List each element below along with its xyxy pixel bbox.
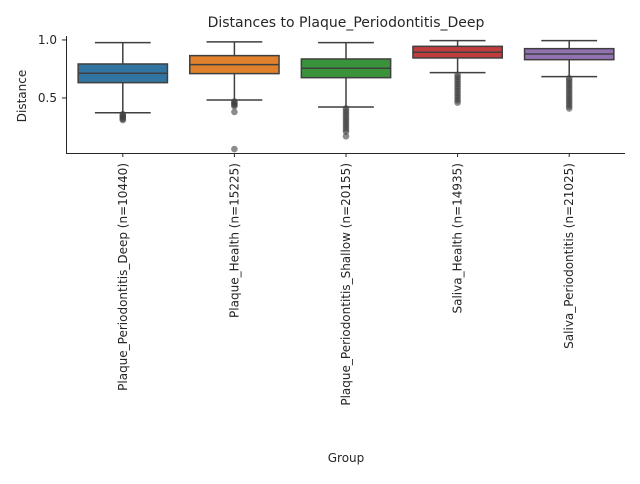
flier-point xyxy=(342,128,350,135)
flier-point xyxy=(119,116,127,124)
chart-title: Distances to Plaque_Periodontitis_Deep xyxy=(208,15,485,31)
flier-point xyxy=(565,105,573,112)
x-tick-label: Plaque_Periodontitis_Shallow (n=20155) xyxy=(339,163,353,406)
flier-point xyxy=(454,99,461,106)
x-tick-label: Plaque_Health (n=15225) xyxy=(227,163,241,318)
x-tick-label: Saliva_Health (n=14935) xyxy=(451,163,465,314)
x-axis-label: Group xyxy=(328,451,365,465)
flier-point xyxy=(231,108,238,116)
x-tick-label: Saliva_Periodontitis (n=21025) xyxy=(562,163,576,349)
y-tick-label: 0.5 xyxy=(38,91,57,105)
flier-point xyxy=(231,145,238,153)
flier-point xyxy=(342,132,350,140)
flier-point xyxy=(231,102,238,110)
y-axis-label: Distance xyxy=(15,70,29,122)
y-tick-label: 1.0 xyxy=(38,33,57,47)
x-tick-label: Plaque_Periodontitis_Deep (n=10440) xyxy=(116,163,130,391)
